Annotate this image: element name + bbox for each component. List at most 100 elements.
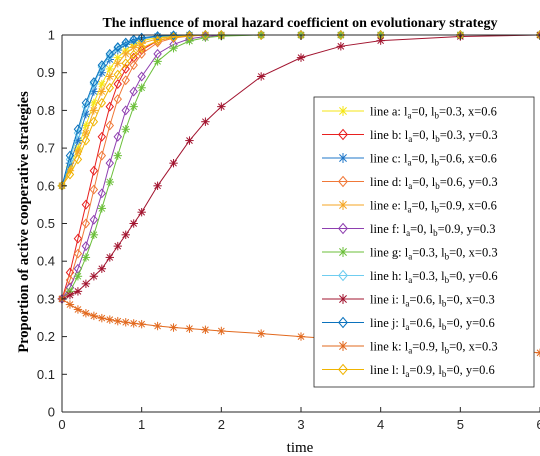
legend-marker [338,316,348,329]
legend-marker [338,363,348,376]
data-point [89,106,99,115]
data-point [336,30,346,40]
data-point [129,86,138,97]
legend-entry: line l: la=0.9, lb=0, y=0.6 [322,363,495,379]
data-point [81,199,91,210]
data-point [535,30,540,40]
data-point [81,135,91,146]
legend-entry: line g: la=0.3, lb=0, x=0.3 [322,246,498,262]
y-tick-label: 0 [48,405,55,420]
y-tick-label: 0.5 [37,216,55,231]
data-point [121,63,130,74]
data-point [73,233,83,244]
data-point [169,43,178,53]
y-axis-label: Proportion of active cooperative strateg… [16,91,32,353]
data-point [65,150,75,161]
x-tick-label: 4 [377,417,384,432]
data-point [113,151,122,160]
series-line [61,34,540,300]
data-point [89,311,99,321]
data-point [73,154,83,165]
legend-entry: line b: la=0, lb=0.3, y=0.3 [322,128,498,144]
data-point [129,102,138,111]
data-point [65,169,75,180]
legend-label: line a: la=0, lb=0.3, x=0.6 [370,105,497,121]
data-point [137,71,146,82]
data-point [73,124,83,135]
y-tick-label: 0.4 [37,254,55,269]
data-point [105,253,114,262]
data-point [137,32,146,43]
x-axis-label: time [287,440,314,456]
legend-box [313,96,535,388]
data-point [105,177,114,187]
axes: 0 1 2 3 4 5 6 0 0.1 0.2 0.3 0.4 0.5 0.6 0.7 0.8 0.9 1 [37,28,540,432]
data-point [201,30,210,40]
legend-marker [338,294,348,304]
data-point [105,158,115,169]
data-point [137,207,146,217]
data-point [121,105,130,116]
data-point [73,248,83,259]
data-point [81,241,91,252]
data-point [105,50,115,61]
y-tick-label: 1 [48,28,55,43]
data-point [65,154,75,165]
legend-entry: line c: la=0, lb=0.6, x=0.6 [322,152,497,168]
data-point [65,275,75,286]
data-point [129,34,138,45]
legend: line a: la=0, lb=0.3, x=0.6 line b: la=0,… [313,96,535,388]
data-point [121,230,130,240]
data-point [105,72,114,81]
data-point [89,272,99,281]
data-point [113,59,122,68]
legend-label: line h: la=0.3, lb=0, y=0.6 [370,269,498,285]
data-point [81,253,91,262]
legend-marker [338,153,348,163]
legend-marker [338,222,348,235]
data-point [73,272,83,281]
data-point [129,319,138,328]
data-point [81,101,91,112]
data-point [105,82,115,93]
legend-label: line e: la=0, lb=0.9, x=0.6 [370,199,497,215]
data-point [89,77,99,88]
data-point [97,204,107,213]
data-point [65,290,75,300]
data-point [73,287,83,296]
y-tick-label: 0.1 [37,367,55,382]
data-point [105,120,115,131]
data-point [185,324,194,333]
data-point [113,241,122,251]
data-point [73,305,83,314]
data-point [81,279,91,289]
data-point [129,49,138,60]
data-point [97,79,107,89]
data-point [113,69,122,80]
data-point [169,158,178,168]
data-point [105,64,114,74]
data-point [105,315,114,324]
legend-entry: line i: la=0.6, lb=0, x=0.3 [322,293,495,309]
data-point [97,87,107,96]
data-point [97,264,107,273]
data-point [121,318,130,327]
x-tick-label: 6 [536,417,540,432]
data-point [137,319,146,329]
y-tick-label: 0.8 [37,103,55,118]
data-point [256,72,266,81]
y-tick-label: 0.6 [37,178,55,193]
data-point [113,316,122,326]
data-point [121,49,130,59]
x-tick-label: 0 [58,417,65,432]
legend-label: line f: la=0, lb=0.9, y=0.3 [370,222,496,238]
y-tick-label: 0.9 [37,65,55,80]
legend-marker [338,106,348,116]
data-point [121,75,130,86]
x-tick-label: 2 [218,417,225,432]
legend-entry: line a: la=0, lb=0.3, x=0.6 [322,105,497,121]
data-point [89,230,99,240]
x-tick-label: 3 [297,417,304,432]
data-point [113,79,122,89]
